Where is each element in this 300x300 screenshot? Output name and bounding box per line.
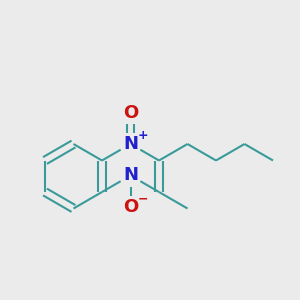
Text: O: O [123,198,138,216]
Text: −: − [138,192,148,205]
Text: +: + [137,129,148,142]
Text: N: N [123,135,138,153]
Text: N: N [123,167,138,184]
Text: O: O [123,103,138,122]
